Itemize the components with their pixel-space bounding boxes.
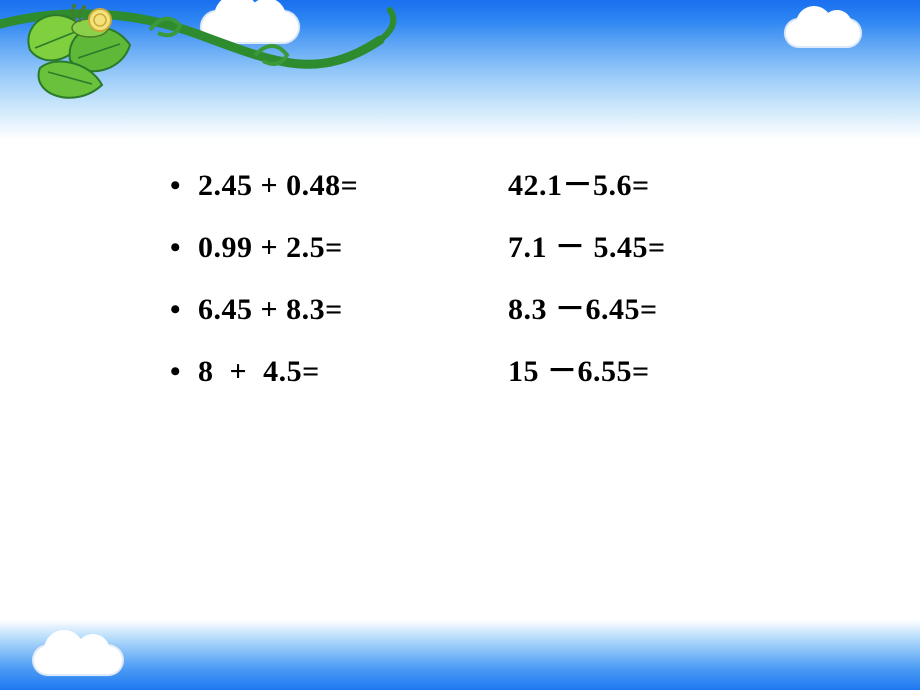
bullet-icon: • xyxy=(170,233,198,263)
cloud-icon xyxy=(200,10,300,44)
list-item: • 6.45 + 8.3= 8.3 －6.45= xyxy=(170,284,920,328)
bullet-icon: • xyxy=(170,171,198,201)
equation-right: 8.3 －6.45= xyxy=(508,284,658,328)
equation-right: 42.1－5.6= xyxy=(508,160,650,204)
list-item: • 8 + 4.5= 15 －6.55= xyxy=(170,346,920,390)
cloud-icon xyxy=(784,18,862,48)
problem-list: • 2.45 + 0.48= 42.1－5.6= • 0.99 + 2.5= 7… xyxy=(0,160,920,390)
equation-left: 0.99 + 2.5= xyxy=(198,231,508,265)
equation-right: 7.1 － 5.45= xyxy=(508,222,666,266)
equation-left: 6.45 + 8.3= xyxy=(198,293,508,327)
bullet-icon: • xyxy=(170,295,198,325)
cloud-icon xyxy=(32,644,124,676)
equation-left: 8 + 4.5= xyxy=(198,355,508,389)
sky-bottom-band xyxy=(0,620,920,690)
bullet-icon: • xyxy=(170,357,198,387)
equation-left: 2.45 + 0.48= xyxy=(198,169,508,203)
list-item: • 2.45 + 0.48= 42.1－5.6= xyxy=(170,160,920,204)
sky-top-band xyxy=(0,0,920,140)
list-item: • 0.99 + 2.5= 7.1 － 5.45= xyxy=(170,222,920,266)
equation-right: 15 －6.55= xyxy=(508,346,650,390)
